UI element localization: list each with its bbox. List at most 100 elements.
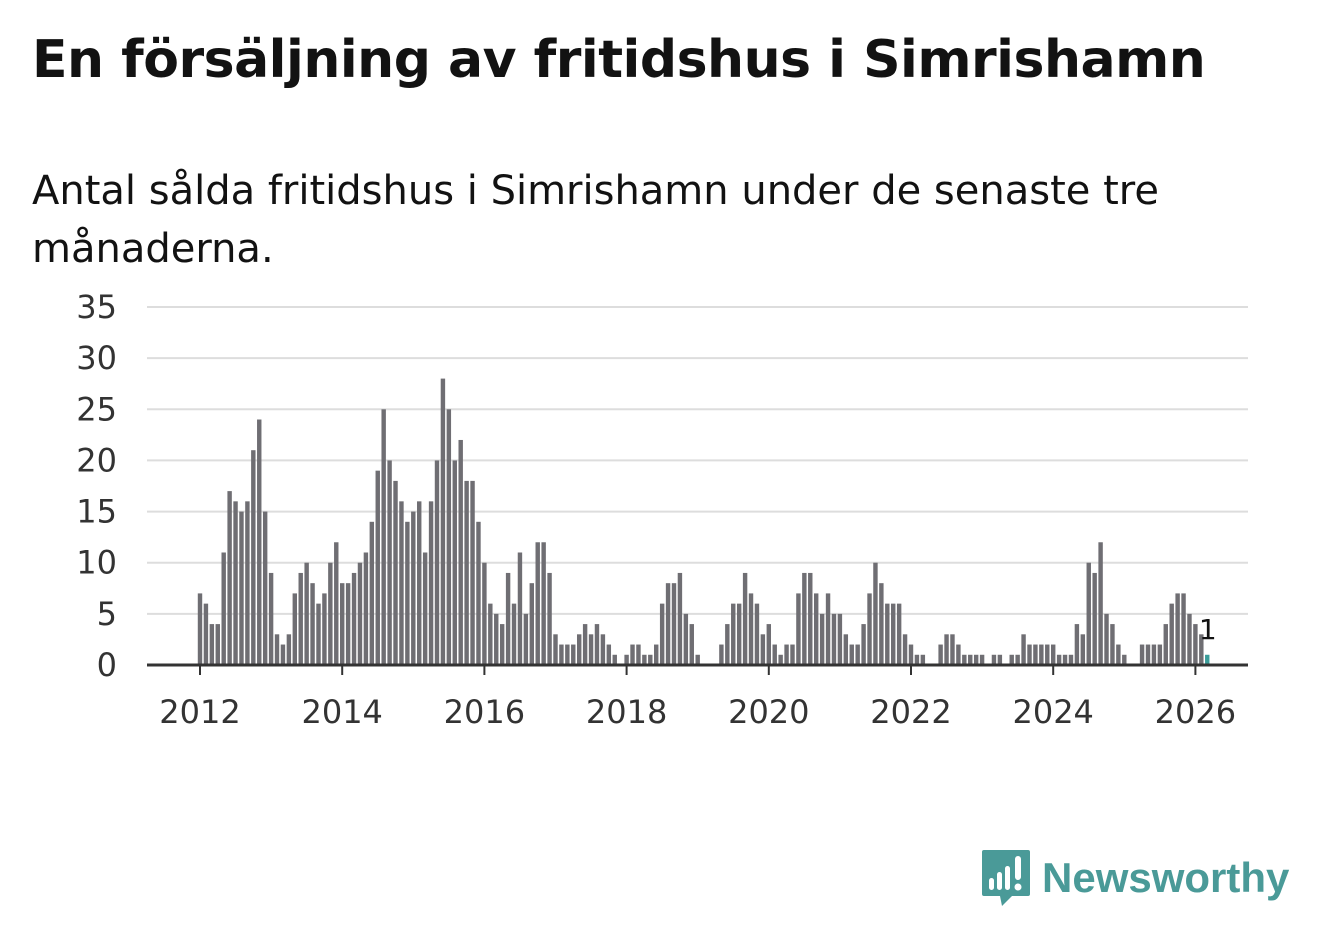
bar xyxy=(1009,654,1014,665)
bar xyxy=(1098,542,1103,665)
x-tick-label: 2018 xyxy=(586,693,667,731)
bar xyxy=(831,613,837,665)
y-tick-label: 0 xyxy=(97,646,117,684)
bar xyxy=(381,409,386,665)
x-tick-label: 2016 xyxy=(444,693,525,731)
bar xyxy=(434,460,440,665)
bar xyxy=(203,603,209,665)
bar xyxy=(879,583,884,665)
y-tick-label: 15 xyxy=(76,493,117,531)
bar xyxy=(440,378,446,665)
bar xyxy=(1062,654,1068,665)
bar xyxy=(393,480,398,665)
bar xyxy=(334,542,339,665)
bar xyxy=(772,644,777,665)
bar xyxy=(535,542,540,665)
bar xyxy=(950,634,955,665)
bar xyxy=(612,654,617,665)
bar xyxy=(1080,634,1086,665)
bar xyxy=(760,634,766,665)
bar xyxy=(979,654,985,665)
bar xyxy=(914,654,920,665)
bar xyxy=(559,644,564,665)
bar xyxy=(257,419,262,665)
bar xyxy=(1092,572,1097,665)
bar xyxy=(505,572,511,665)
y-axis-ticks: 0 5 10 15 20 25 30 35 xyxy=(76,288,117,684)
bar xyxy=(369,521,375,665)
bar xyxy=(582,624,588,665)
bar xyxy=(571,644,576,665)
bar xyxy=(636,644,641,665)
x-tick-label: 2014 xyxy=(301,693,382,731)
y-tick-label: 10 xyxy=(76,544,117,582)
bar xyxy=(227,491,232,665)
x-axis-ticks: 2012 2014 2016 2018 2020 2022 2024 2026 xyxy=(159,665,1236,731)
bar xyxy=(411,511,416,665)
bar xyxy=(499,624,505,665)
chart-subtitle: Antal sålda fritidshus i Simrishamn unde… xyxy=(32,168,1159,272)
bar xyxy=(511,603,517,665)
bar xyxy=(944,634,949,665)
bar xyxy=(731,603,736,665)
bar xyxy=(422,552,428,665)
y-tick-label: 30 xyxy=(76,339,117,377)
bar xyxy=(997,654,1003,665)
bar xyxy=(855,644,860,665)
y-tick-label: 20 xyxy=(76,441,117,479)
bar xyxy=(375,470,380,665)
bar xyxy=(665,583,671,665)
bar xyxy=(251,450,256,665)
bar xyxy=(268,572,274,665)
bar xyxy=(588,634,594,665)
bar xyxy=(683,613,689,665)
bar xyxy=(476,521,481,665)
bar xyxy=(262,511,268,665)
bar xyxy=(1027,644,1032,665)
bar xyxy=(494,613,499,665)
bar xyxy=(517,552,523,665)
bar xyxy=(624,654,629,665)
bar xyxy=(778,654,783,665)
bar xyxy=(458,439,463,665)
bar xyxy=(766,624,772,665)
bar xyxy=(1050,644,1056,665)
bar xyxy=(1116,644,1121,665)
bar xyxy=(891,603,896,665)
bar xyxy=(956,644,961,665)
bar xyxy=(1151,644,1157,665)
bar xyxy=(310,583,315,665)
bar xyxy=(873,562,878,665)
bar xyxy=(1086,562,1091,665)
bar xyxy=(576,634,582,665)
bar xyxy=(654,644,659,665)
bar xyxy=(1193,624,1198,665)
bar xyxy=(648,654,653,665)
bar xyxy=(736,603,742,665)
bar xyxy=(209,624,215,665)
bar xyxy=(245,501,250,665)
bar xyxy=(1104,613,1109,665)
bar xyxy=(482,562,487,665)
bar xyxy=(659,603,665,665)
bar xyxy=(796,593,801,665)
bar xyxy=(233,501,238,665)
bar xyxy=(197,593,203,665)
bar xyxy=(973,654,979,665)
bar xyxy=(825,593,831,665)
bar xyxy=(452,460,457,665)
bar xyxy=(1045,644,1050,665)
bar xyxy=(784,644,789,665)
bar xyxy=(304,562,309,665)
bar xyxy=(351,572,357,665)
bar-highlight xyxy=(1205,654,1210,665)
bar xyxy=(523,613,529,665)
bar xyxy=(813,593,819,665)
bar xyxy=(843,634,849,665)
y-tick-label: 25 xyxy=(76,390,117,428)
bar xyxy=(286,634,292,665)
bar xyxy=(719,644,724,665)
bar xyxy=(677,572,683,665)
bar xyxy=(819,613,825,665)
